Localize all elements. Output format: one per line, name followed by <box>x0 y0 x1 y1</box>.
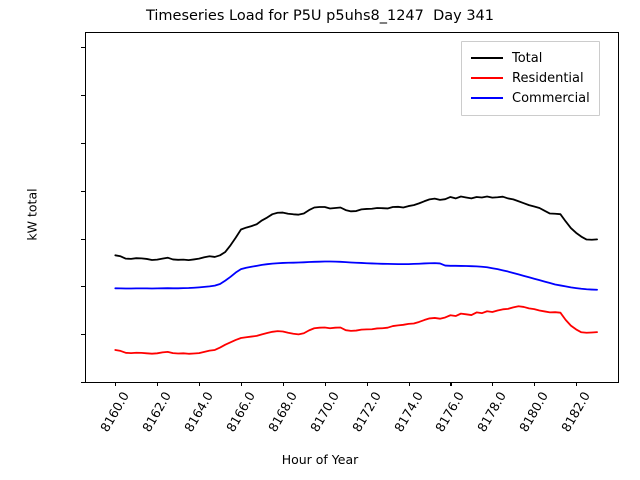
x-tick-mark <box>534 382 536 386</box>
y-tick-mark <box>81 142 85 145</box>
series-line-total <box>114 195 598 261</box>
chart-legend: Total Residential Commercial <box>461 41 600 116</box>
y-tick-mark <box>81 190 85 192</box>
chart-title: Timeseries Load for P5U p5uhs8_1247 Day … <box>145 8 495 24</box>
legend-item-label: Commercial <box>512 90 590 106</box>
x-tick-mark <box>450 382 452 386</box>
legend-item: Residential <box>471 68 590 88</box>
y-tick-mark <box>81 238 85 240</box>
x-tick-mark <box>199 382 201 386</box>
y-axis-label: kW total <box>24 188 40 241</box>
y-tick-mark <box>81 95 85 97</box>
y-tick-mark <box>81 334 85 336</box>
legend-color-swatch <box>471 97 503 99</box>
legend-color-swatch <box>471 77 503 79</box>
legend-item-label: Total <box>512 50 543 66</box>
series-line-residential <box>114 305 598 355</box>
y-tick-mark <box>81 382 85 384</box>
series-line-commercial <box>114 260 598 291</box>
x-tick-mark <box>576 382 578 386</box>
y-tick-mark <box>81 286 85 288</box>
plot-area <box>85 32 619 383</box>
x-tick-mark <box>282 382 284 386</box>
x-tick-mark <box>324 382 326 386</box>
x-tick-mark <box>157 382 159 386</box>
x-axis-label: Hour of Year <box>281 452 359 467</box>
x-tick-mark <box>240 382 243 386</box>
y-tick-mark <box>81 47 85 49</box>
x-tick-mark <box>115 382 117 386</box>
legend-color-swatch <box>471 57 503 59</box>
legend-item: Commercial <box>471 88 590 108</box>
x-tick-mark <box>492 382 494 386</box>
x-tick-mark <box>366 382 368 386</box>
legend-item-label: Residential <box>512 70 584 86</box>
x-tick-mark <box>408 382 410 386</box>
legend-item: Total <box>471 48 590 68</box>
plot-lines <box>114 195 598 355</box>
